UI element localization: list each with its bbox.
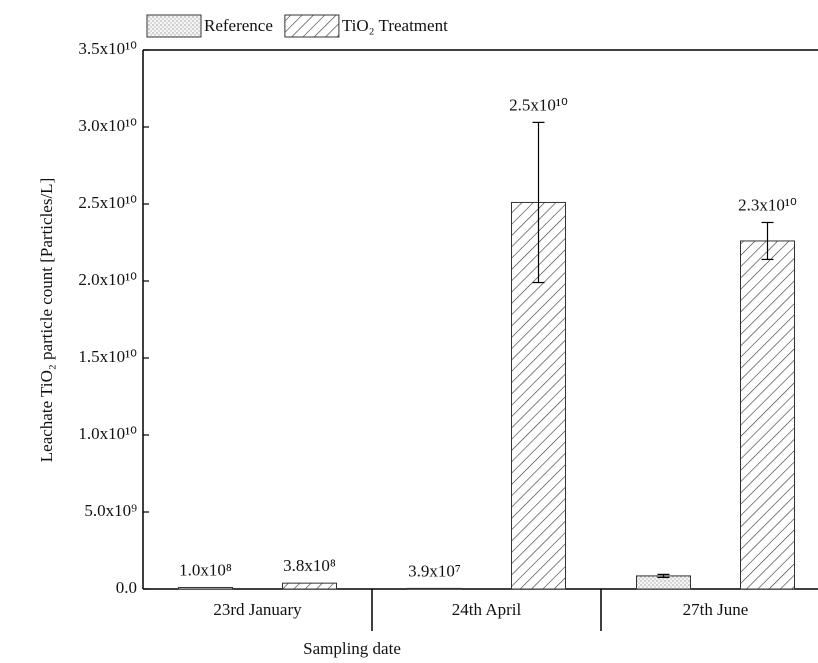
value-label: 3.8x10⁸ bbox=[283, 556, 336, 575]
bar bbox=[282, 582, 337, 590]
y-tick-label: 2.0x10¹⁰ bbox=[78, 270, 137, 289]
y-tick-label: 5.0x10⁹ bbox=[84, 501, 137, 520]
legend-label: TiO₂ Treatment bbox=[342, 16, 448, 35]
value-label: 3.9x10⁷ bbox=[408, 561, 461, 580]
legend-swatch bbox=[284, 14, 340, 38]
bar bbox=[740, 240, 795, 590]
x-tick-label: 24th April bbox=[452, 600, 522, 619]
y-tick-label: 2.5x10¹⁰ bbox=[78, 193, 137, 212]
y-tick-label: 1.5x10¹⁰ bbox=[78, 347, 137, 366]
y-tick-label: 1.0x10¹⁰ bbox=[78, 424, 137, 443]
error-bar bbox=[532, 121, 545, 284]
y-tick-label: 3.5x10¹⁰ bbox=[78, 39, 137, 58]
bar bbox=[407, 587, 462, 590]
x-tick-label: 27th June bbox=[683, 600, 749, 619]
y-axis-label: Leachate TiO₂ particle count [Particles/… bbox=[37, 178, 56, 462]
value-label: 2.5x10¹⁰ bbox=[509, 95, 568, 114]
error-bar bbox=[657, 573, 670, 579]
error-bar bbox=[761, 221, 774, 261]
value-label: 1.0x10⁸ bbox=[179, 560, 232, 579]
legend-swatch bbox=[146, 14, 202, 38]
x-axis-label: Sampling date bbox=[303, 639, 401, 658]
y-tick-label: 3.0x10¹⁰ bbox=[78, 116, 137, 135]
value-label: 2.3x10¹⁰ bbox=[738, 195, 797, 214]
bar bbox=[178, 586, 233, 590]
legend-label: Reference bbox=[204, 16, 273, 35]
y-tick-label: 0.0 bbox=[116, 578, 137, 597]
x-tick-label: 23rd January bbox=[213, 600, 302, 619]
